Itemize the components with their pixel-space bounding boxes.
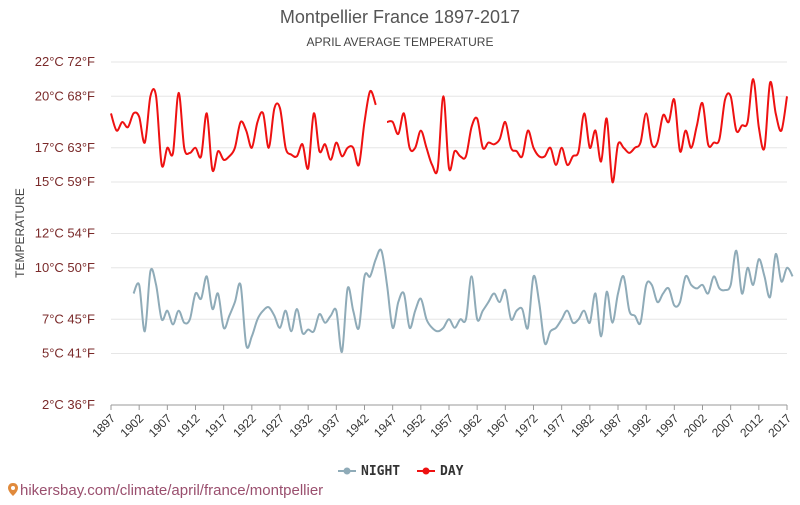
series-line-night [132,248,794,353]
location-pin-icon [8,483,18,496]
y-tick-label: 15°C 59°F [35,174,95,189]
x-tick-label: 1957 [427,411,456,440]
series-line-day [110,88,377,173]
y-tick-label: 12°C 54°F [35,226,95,241]
x-tick-label: 1922 [230,411,259,440]
x-tick-label: 1982 [568,411,597,440]
legend-swatch-marker [422,467,430,475]
x-tick-label: 1992 [625,411,654,440]
x-tick-label: 1897 [89,411,118,440]
x-tick-label: 1972 [512,411,541,440]
x-tick-label: 2002 [681,411,710,440]
y-tick-label: 5°C 41°F [42,346,95,361]
x-tick-label: 1987 [596,411,625,440]
y-tick-label: 17°C 63°F [35,140,95,155]
x-tick-label: 2017 [765,411,794,440]
grid-lines [111,61,787,406]
y-tick-label: 7°C 45°F [42,311,95,326]
y-tick-label: 20°C 68°F [35,88,95,103]
chart-subtitle: APRIL AVERAGE TEMPERATURE [307,35,494,49]
x-tick-label: 1997 [653,411,682,440]
y-tick-label: 10°C 50°F [35,260,95,275]
chart-title: Montpellier France 1897-2017 [280,7,520,27]
x-tick-label: 2012 [737,411,766,440]
series-lines [110,78,794,353]
legend-label: NIGHT [361,464,400,479]
x-tick-label: 1967 [484,411,513,440]
legend-item-day[interactable]: DAY [417,464,464,479]
x-tick-label: 1937 [315,411,344,440]
x-tick-label: 1977 [540,411,569,440]
x-tick-label: 2007 [709,411,738,440]
x-tick-label: 1962 [456,411,485,440]
y-axis-label: TEMPERATURE [13,188,27,278]
x-tick-label: 1927 [258,411,287,440]
x-tick-label: 1932 [287,411,316,440]
x-tick-label: 1947 [371,411,400,440]
x-tick-label: 1942 [343,411,372,440]
legend-label: DAY [440,464,464,479]
watermark-text[interactable]: hikersbay.com/climate/april/france/montp… [20,482,323,499]
x-tick-label: 1917 [202,411,231,440]
legend-item-night[interactable]: NIGHT [338,464,400,479]
x-tick-label: 1902 [118,411,147,440]
x-tick-label: 1912 [174,411,203,440]
y-tick-label: 2°C 36°F [42,397,95,412]
x-tick-label: 1952 [399,411,428,440]
y-tick-label: 22°C 72°F [35,54,95,69]
x-tick-label: 1907 [146,411,175,440]
legend[interactable]: NIGHT DAY [338,464,464,479]
legend-swatch-marker [343,467,351,475]
series-line-day [386,78,788,184]
watermark[interactable]: hikersbay.com/climate/april/france/montp… [8,482,323,499]
